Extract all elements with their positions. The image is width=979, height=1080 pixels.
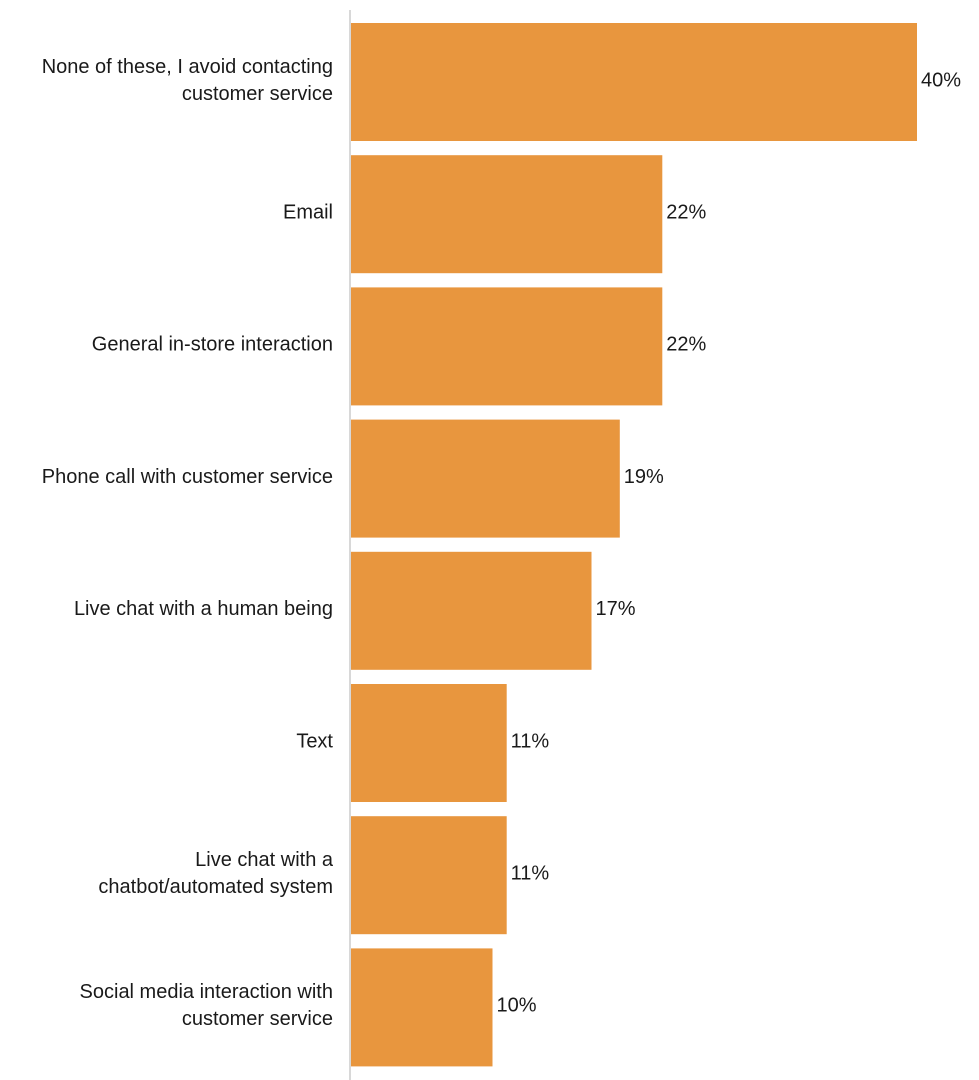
bar-1 xyxy=(351,155,663,274)
value-label-2: 22% xyxy=(666,334,706,356)
bar-2 xyxy=(351,287,663,406)
category-label-line: customer service xyxy=(182,1008,333,1030)
value-label-3: 19% xyxy=(624,466,664,488)
value-label-0: 40% xyxy=(921,69,961,91)
category-label-0: None of these, I avoid contacting custome… xyxy=(42,56,333,105)
bar-3 xyxy=(351,419,620,538)
category-label-7: Social media interaction with customer se… xyxy=(80,981,333,1030)
category-label-4: Live chat with a human being xyxy=(74,598,333,620)
category-label-line: General in-store interaction xyxy=(92,334,333,356)
value-labels-layer: 40% 22% 22% 19% 17% 11% 11% 10% xyxy=(497,69,962,1016)
category-label-line: Text xyxy=(296,730,333,752)
value-label-5: 11% xyxy=(511,730,550,752)
bars-layer xyxy=(351,23,917,1067)
bar-5 xyxy=(351,684,507,802)
category-label-line: chatbot/automated system xyxy=(98,876,333,898)
category-label-line: Live chat with a xyxy=(195,849,334,871)
category-label-6: Live chat with a chatbot/automated system xyxy=(98,849,333,898)
value-label-6: 11% xyxy=(511,862,550,884)
value-label-4: 17% xyxy=(596,598,636,620)
category-label-2: General in-store interaction xyxy=(92,334,333,356)
bar-4 xyxy=(351,551,592,670)
category-label-1: Email xyxy=(283,201,333,223)
category-label-line: customer service xyxy=(182,83,333,105)
category-label-line: Email xyxy=(283,201,333,223)
value-label-1: 22% xyxy=(666,201,706,223)
value-label-7: 10% xyxy=(497,995,537,1017)
category-label-line: None of these, I avoid contacting xyxy=(42,56,333,78)
bar-0 xyxy=(351,23,917,141)
category-label-3: Phone call with customer service xyxy=(42,466,333,488)
category-label-5: Text xyxy=(296,730,333,752)
category-labels-layer: None of these, I avoid contacting custome… xyxy=(42,56,334,1030)
bar-7 xyxy=(351,948,493,1067)
category-label-line: Live chat with a human being xyxy=(74,598,333,620)
category-label-line: Social media interaction with xyxy=(80,981,333,1003)
category-label-line: Phone call with customer service xyxy=(42,466,333,488)
bar-6 xyxy=(351,816,507,935)
